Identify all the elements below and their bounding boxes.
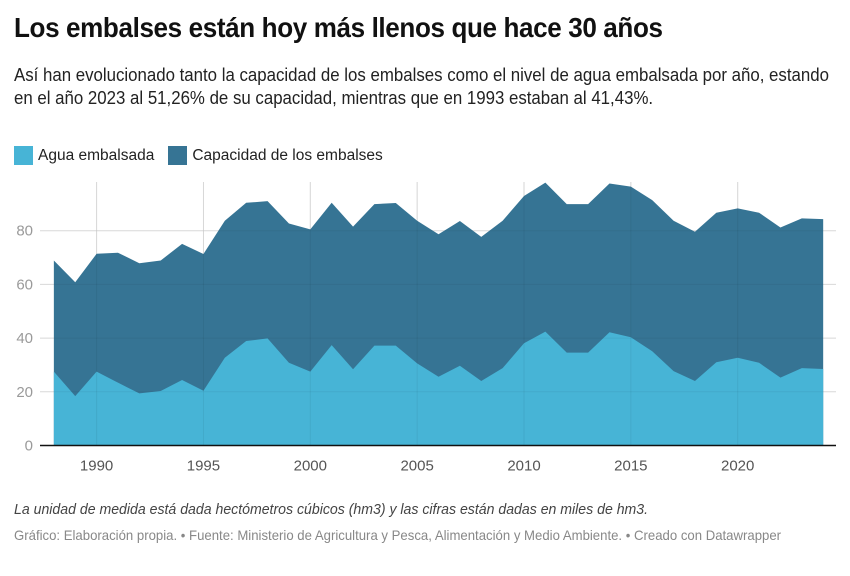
legend-item-capacidad: Capacidad de los embalses (168, 146, 383, 165)
chart-note: La unidad de medida está dada hectómetro… (14, 501, 649, 518)
chart-subtitle: Así han evolucionado tanto la capacidad … (14, 65, 829, 108)
legend-swatch-agua (14, 146, 33, 165)
y-tick-label: 20 (16, 384, 33, 401)
y-tick-label: 0 (25, 438, 33, 455)
x-tick-label: 2010 (507, 458, 540, 475)
area-agua (53, 331, 824, 446)
y-tick-label: 80 (16, 223, 33, 240)
legend-item-agua: Agua embalsada (14, 146, 154, 165)
x-tick-label: 2005 (400, 458, 433, 475)
legend-label-agua: Agua embalsada (38, 146, 155, 164)
legend: Agua embalsada Capacidad de los embalses (14, 146, 397, 165)
axes: 0 20 40 60 80 1990 1995 2000 2005 2010 2015 2020 (16, 223, 836, 475)
x-tick-label: 1995 (187, 458, 220, 475)
legend-swatch-capacidad (168, 146, 188, 165)
x-tick-label: 2000 (294, 458, 327, 475)
y-tick-label: 60 (16, 276, 33, 293)
x-tick-label: 2020 (721, 458, 754, 475)
x-tick-label: 1990 (80, 458, 113, 475)
chart-title: Los embalses están hoy más llenos que ha… (14, 12, 663, 43)
chart-credits: Gráfico: Elaboración propia. • Fuente: M… (14, 527, 782, 543)
legend-label-capacidad: Capacidad de los embalses (192, 146, 383, 164)
area-chart: 0 20 40 60 80 1990 1995 2000 2005 2010 2015 2020 (16, 182, 836, 475)
y-tick-label: 40 (16, 330, 33, 347)
areas (40, 182, 836, 446)
x-tick-label: 2015 (614, 458, 647, 475)
